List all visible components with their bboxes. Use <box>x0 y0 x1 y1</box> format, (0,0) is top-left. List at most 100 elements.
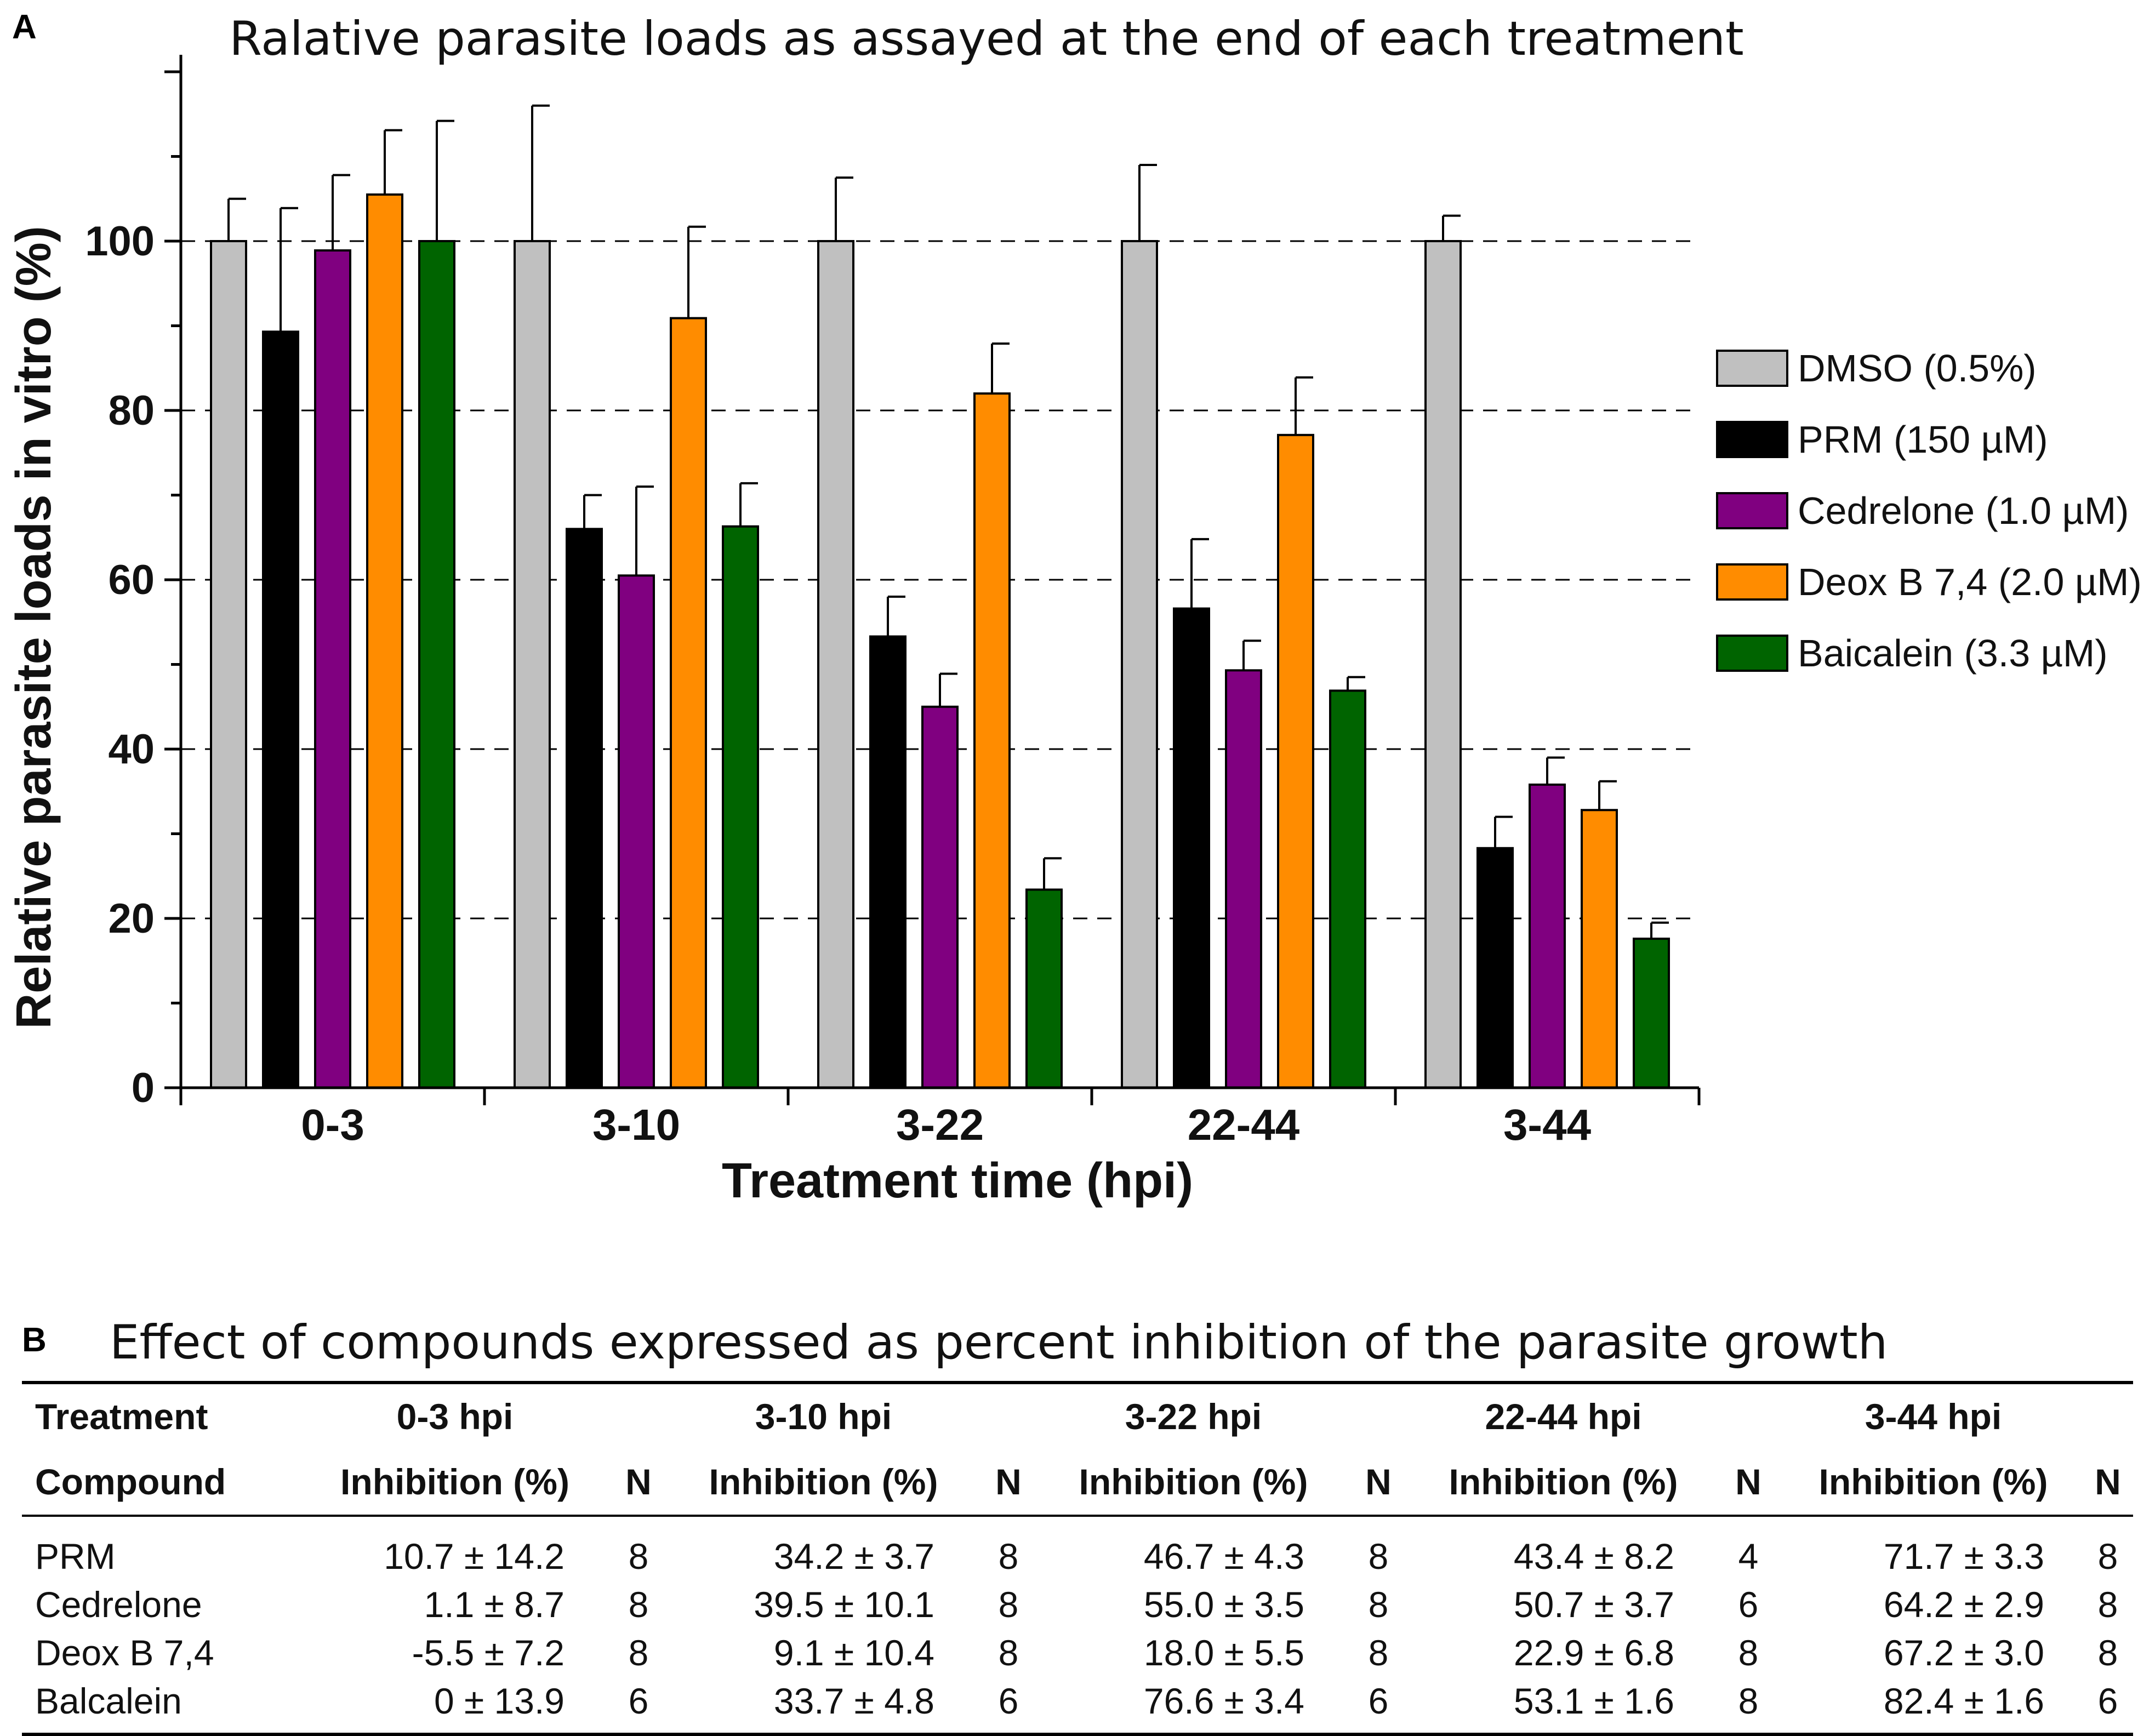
bar <box>670 317 707 1089</box>
bar <box>1424 240 1462 1089</box>
inhibition-cell: -5.5 ± 7.2 <box>412 1632 565 1673</box>
legend-label: PRM (150 µM) <box>1798 418 2048 461</box>
inhibition-cell: 39.5 ± 10.1 <box>754 1584 934 1625</box>
n-cell: 6 <box>2083 1677 2133 1736</box>
inhibition-header: Inhibition (%) <box>1044 1449 1343 1517</box>
n-cell: 8 <box>1713 1677 1784 1736</box>
n-cell: 8 <box>2097 1632 2118 1673</box>
bar <box>1025 888 1063 1089</box>
compound-cell: Deox B 7,4 <box>35 1632 214 1673</box>
panel-a-letter: A <box>12 8 37 46</box>
inhibition-cell: 0 ± 13.9 <box>307 1677 603 1736</box>
inhibition-cell: 10.7 ± 14.2 <box>384 1536 565 1577</box>
inhibition-cell: 33.7 ± 4.8 <box>674 1677 973 1736</box>
bar <box>722 525 759 1089</box>
inhibition-header: Inhibition (%) <box>674 1449 973 1517</box>
bar <box>566 528 603 1089</box>
n-cell: 6 <box>1738 1584 1759 1625</box>
inhibition-cell: 9.1 ± 10.4 <box>773 1632 934 1673</box>
panel-b-letter: B <box>22 1321 47 1359</box>
treatment-header: Treatment <box>22 1381 307 1449</box>
table-header-compound: Compound Inhibition (%) N Inhibition (%)… <box>22 1449 2133 1517</box>
n-header: N <box>603 1449 674 1517</box>
n-header: N <box>1713 1449 1784 1517</box>
table-row: Balcalein 0 ± 13.9 6 33.7 ± 4.8 6 76.6 ± 3.4 6… <box>22 1677 2133 1736</box>
n-cell: 8 <box>1738 1632 1759 1673</box>
inhibition-header: Inhibition (%) <box>1784 1449 2083 1517</box>
inhibition-cell: 76.6 ± 3.4 <box>1044 1677 1343 1736</box>
inhibition-cell: 55.0 ± 3.5 <box>1143 1584 1304 1625</box>
n-cell: 6 <box>1343 1677 1414 1736</box>
legend-swatch <box>1716 563 1788 601</box>
inhibition-cell: 43.4 ± 8.2 <box>1513 1536 1674 1577</box>
y-tick-label: 0 <box>132 1065 155 1111</box>
n-header: N <box>2083 1449 2133 1517</box>
inhibition-cell: 18.0 ± 5.5 <box>1143 1632 1304 1673</box>
inhibition-cell: 46.7 ± 4.3 <box>1143 1536 1304 1577</box>
n-cell: 8 <box>1368 1632 1389 1673</box>
n-cell: 6 <box>603 1677 674 1736</box>
legend-label: DMSO (0.5%) <box>1798 347 2037 390</box>
compound-cell: PRM <box>35 1536 116 1577</box>
bar <box>1277 433 1314 1089</box>
x-tick-label: 3-10 <box>592 1100 680 1149</box>
table-row: Deox B 7,4 -5.5 ± 7.2 8 9.1 ± 10.4 8 18.0 ± 5… <box>22 1629 2133 1677</box>
table-row: Cedrelone 1.1 ± 8.7 8 39.5 ± 10.1 8 55.0 ± 3.… <box>22 1580 2133 1629</box>
bar <box>418 240 455 1089</box>
bar <box>921 705 959 1089</box>
legend-swatch <box>1716 421 1788 458</box>
period-header: 22-44 hpi <box>1414 1381 1713 1449</box>
y-tick-label: 80 <box>108 387 155 434</box>
compound-header: Compound <box>22 1449 307 1517</box>
bar <box>1633 938 1670 1089</box>
n-cell: 8 <box>998 1584 1019 1625</box>
inhibition-header: Inhibition (%) <box>1414 1449 1713 1517</box>
n-cell: 8 <box>998 1632 1019 1673</box>
y-axis-title: Relative parasite loads in vitro (%) <box>7 226 61 1029</box>
bar <box>1225 669 1262 1089</box>
bar <box>210 240 247 1089</box>
chart-title: Ralative parasite loads as assayed at th… <box>229 12 1743 66</box>
n-cell: 8 <box>1368 1584 1389 1625</box>
bars <box>210 104 1670 1089</box>
compound-cell: Cedrelone <box>35 1584 202 1625</box>
n-cell: 6 <box>973 1677 1044 1736</box>
x-tick-label: 22-44 <box>1188 1100 1300 1149</box>
legend-swatch <box>1716 635 1788 672</box>
bar-chart: A Ralative parasite loads as assayed at … <box>7 8 2142 1208</box>
bar <box>1476 847 1514 1089</box>
bar <box>1529 783 1566 1089</box>
bar <box>366 193 403 1089</box>
legend-label: Deox B 7,4 (2.0 µM) <box>1798 561 2142 603</box>
inhibition-cell: 53.1 ± 1.6 <box>1414 1677 1713 1736</box>
inhibition-cell: 1.1 ± 8.7 <box>424 1584 565 1625</box>
legend-label: Baicalein (3.3 µM) <box>1798 632 2108 675</box>
inhibition-cell: 50.7 ± 3.7 <box>1513 1584 1674 1625</box>
bar <box>514 240 551 1089</box>
table-header-treatment: Treatment 0-3 hpi 3-10 hpi 3-22 hpi 22-4… <box>22 1381 2133 1449</box>
n-cell: 8 <box>2097 1584 2118 1625</box>
bar <box>1329 689 1366 1089</box>
inhibition-cell: 71.7 ± 3.3 <box>1883 1536 2044 1577</box>
bar <box>817 240 854 1089</box>
n-cell: 8 <box>628 1584 649 1625</box>
period-header: 3-10 hpi <box>674 1381 973 1449</box>
inhibition-cell: 64.2 ± 2.9 <box>1883 1584 2044 1625</box>
period-header: 0-3 hpi <box>307 1381 603 1449</box>
inhibition-cell: 67.2 ± 3.0 <box>1883 1632 2044 1673</box>
x-tick-label: 3-44 <box>1503 1100 1592 1149</box>
x-tick-label: 3-22 <box>896 1100 984 1149</box>
inhibition-cell: 82.4 ± 1.6 <box>1784 1677 2083 1736</box>
bar <box>314 249 351 1089</box>
bar <box>1581 809 1618 1089</box>
n-header: N <box>973 1449 1044 1517</box>
n-cell: 8 <box>628 1632 649 1673</box>
bar <box>1173 607 1210 1089</box>
legend: DMSO (0.5%) PRM (150 µM) Cedrelone (1.0 µM… <box>1716 347 2142 675</box>
bar <box>618 574 655 1089</box>
y-tick-label: 40 <box>108 726 155 773</box>
x-axis-title: Treatment time (hpi) <box>722 1153 1193 1208</box>
legend-swatch <box>1716 492 1788 529</box>
bar <box>869 635 907 1089</box>
inhibition-cell: 22.9 ± 6.8 <box>1513 1632 1674 1673</box>
